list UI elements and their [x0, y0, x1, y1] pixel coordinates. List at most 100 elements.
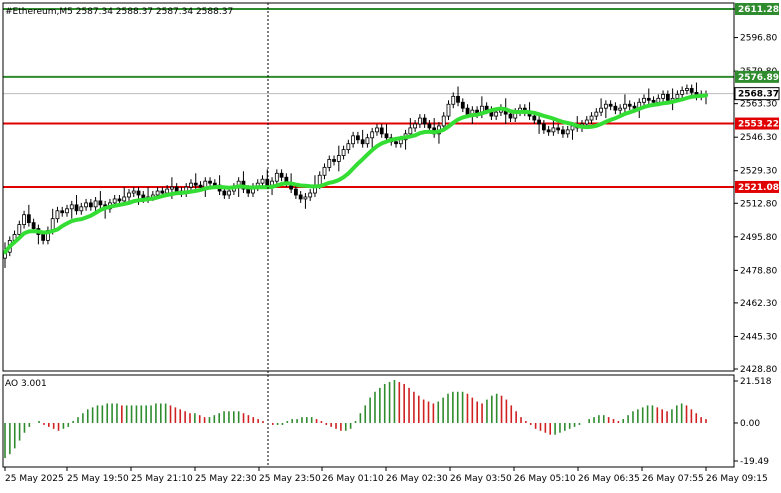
y-tick-label: 2563.30: [740, 100, 777, 110]
candle-body: [456, 95, 460, 103]
candle-body: [551, 127, 556, 133]
candle-body: [351, 135, 356, 145]
candle-body: [441, 115, 446, 127]
level-tag: [735, 3, 779, 15]
candle-body: [88, 202, 93, 208]
price-frame: [2, 2, 735, 372]
candle-body: [165, 188, 170, 194]
candle-body: [379, 127, 384, 135]
candle-body: [627, 103, 632, 107]
level-tag-label: 2611.28: [738, 5, 779, 15]
candle-body: [84, 202, 88, 208]
candle-body: [279, 172, 284, 178]
candle-body: [317, 174, 322, 186]
candle-body: [298, 194, 303, 200]
y-tick-label: 2428.80: [740, 365, 777, 375]
candle-body: [127, 192, 131, 198]
candle-body: [661, 93, 665, 99]
candle-body: [98, 200, 103, 206]
candle-body: [69, 204, 74, 210]
candle-body: [675, 93, 680, 99]
x-tick-label: 26 May 06:35: [578, 474, 640, 484]
candle-body: [227, 190, 232, 196]
candle-body: [451, 95, 456, 105]
candle-body: [293, 188, 298, 196]
level-tag-label: 2521.08: [738, 183, 779, 193]
x-tick-label: 26 May 09:15: [706, 474, 768, 484]
candle-body: [651, 99, 656, 103]
candle-body: [355, 135, 360, 141]
current-price-tag: [734, 87, 780, 101]
candle-body: [265, 178, 270, 186]
candle-body: [122, 196, 127, 202]
candle-body: [384, 133, 389, 139]
candle-body: [308, 192, 313, 198]
candle-body: [656, 97, 661, 103]
axes: 2611.282596.802579.802563.302546.302529.…: [2, 2, 780, 484]
candle-body: [360, 139, 365, 145]
y-tick-label: 2478.80: [740, 266, 777, 276]
candle-body: [41, 234, 46, 241]
candle-body: [198, 184, 203, 188]
candle-body: [79, 206, 84, 212]
x-tick-label: 25 May 19:50: [67, 474, 129, 484]
candle-body: [31, 222, 36, 229]
x-tick-label: 25 May 21:10: [131, 474, 193, 484]
candle-body: [556, 127, 561, 131]
candle-body: [370, 131, 375, 139]
candle-body: [246, 188, 251, 194]
ao-label: AO 3.001: [5, 379, 47, 389]
candle-body: [623, 103, 627, 109]
candle-body: [599, 107, 603, 113]
ao-y-tick-label: 0.00: [740, 419, 760, 429]
candle-body: [613, 105, 618, 111]
candle-body: [594, 111, 599, 117]
candle-body: [303, 196, 308, 200]
candle-body: [398, 139, 403, 145]
x-tick-label: 26 May 05:10: [514, 474, 576, 484]
price-panel: [3, 8, 734, 268]
x-tick-label: 26 May 01:10: [322, 474, 384, 484]
level-tag: [735, 117, 779, 130]
candle-body: [322, 166, 327, 176]
candle-body: [174, 186, 179, 192]
level-tag-label: 2553.22: [738, 120, 779, 130]
x-tick-label: 25 May 23:50: [259, 474, 321, 484]
candle-body: [680, 90, 685, 95]
current-price-label: 2568.37: [738, 90, 779, 100]
candle-body: [160, 190, 165, 194]
candle-body: [365, 137, 370, 145]
candle-body: [117, 198, 122, 202]
candle-body: [394, 141, 398, 145]
candle-body: [685, 88, 689, 91]
candle-body: [417, 117, 422, 125]
candle-body: [60, 210, 65, 214]
x-tick-label: 26 May 02:30: [386, 474, 448, 484]
candle-body: [74, 204, 79, 212]
candle-body: [413, 123, 418, 129]
y-tick-label: 2529.30: [740, 167, 777, 177]
candle-body: [632, 105, 637, 109]
candle-body: [274, 172, 279, 182]
ao-frame: [2, 374, 735, 468]
candle-body: [212, 182, 217, 186]
candle-body: [608, 103, 613, 107]
candle-body: [603, 103, 608, 109]
candle-body: [565, 129, 570, 135]
candle-body: [446, 103, 451, 117]
candle-body: [427, 123, 432, 129]
candle-body: [193, 182, 198, 186]
x-tick-label: 26 May 07:55: [642, 474, 704, 484]
candle-body: [541, 123, 546, 131]
candle-body: [642, 97, 646, 103]
candle-body: [665, 93, 670, 101]
candle-body: [131, 190, 136, 194]
candle-body: [537, 119, 541, 125]
candle-body: [136, 190, 141, 196]
candle-body: [689, 88, 694, 93]
candle-body: [55, 210, 60, 220]
y-tick-label: 2445.30: [740, 332, 777, 342]
candle-body: [408, 127, 413, 135]
candle-body: [208, 180, 212, 184]
